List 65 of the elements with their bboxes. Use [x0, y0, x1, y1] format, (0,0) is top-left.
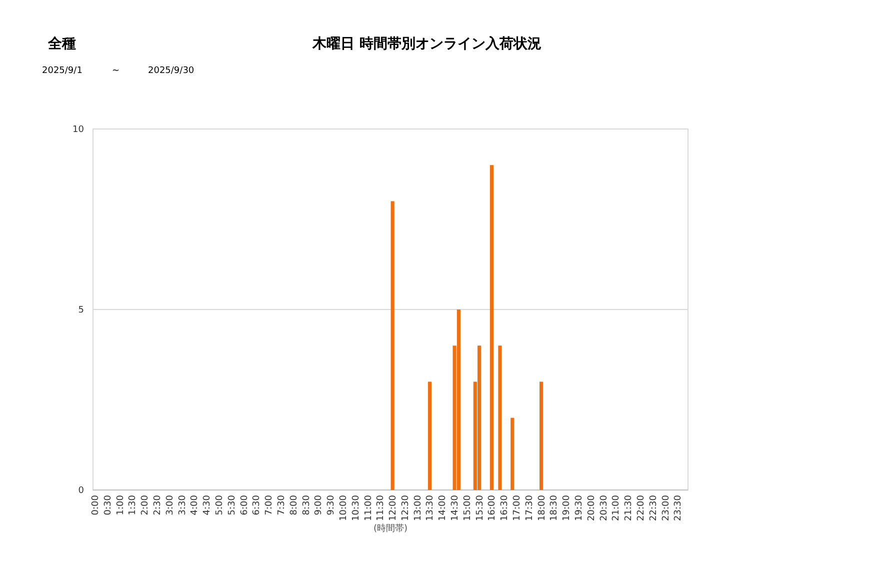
chart-subtitle: 全種 — [47, 36, 76, 52]
y-tick-label: 10 — [72, 125, 84, 135]
x-axis-title: (時間帯) — [373, 523, 408, 534]
x-tick-label: 7:00 — [264, 494, 275, 516]
x-tick-label: 16:00 — [488, 494, 498, 521]
x-tick-label: 15:00 — [462, 494, 473, 521]
bar — [490, 165, 494, 490]
x-tick-label: 20:30 — [599, 494, 610, 521]
x-tick-label: 3:30 — [178, 494, 188, 516]
x-tick-label: 14:00 — [438, 494, 448, 521]
text: 2025/9/30 — [148, 66, 194, 76]
bar — [456, 310, 460, 490]
bar — [390, 201, 394, 490]
x-tick-label: 17:00 — [512, 494, 523, 521]
x-tick-label: 19:00 — [562, 494, 572, 521]
x-tick-label: 13:30 — [426, 494, 436, 521]
x-tick-label: 18:00 — [537, 494, 548, 521]
x-tick-label: 23:00 — [661, 494, 672, 521]
x-tick-label: 6:00 — [240, 494, 250, 516]
x-tick-label: 8:00 — [289, 494, 300, 516]
x-tick-label: 19:30 — [574, 494, 584, 521]
y-tick-label: 0 — [78, 486, 84, 496]
x-tick-label: 23:30 — [674, 494, 684, 521]
x-tick-label: 2:00 — [140, 494, 151, 516]
x-tick-label: 22:30 — [648, 494, 659, 521]
x-tick-label: 12:30 — [400, 494, 411, 521]
text: 2025/9/1 — [42, 66, 82, 76]
x-tick-label: 18:30 — [550, 494, 560, 521]
x-tick-label: 8:30 — [302, 494, 312, 516]
bar — [478, 346, 482, 490]
x-tick-label: 12:00 — [388, 494, 399, 521]
x-tick-label: 5:00 — [215, 494, 226, 516]
bar — [540, 382, 544, 490]
x-tick-label: 11:30 — [376, 494, 386, 521]
x-tick-label: 4:30 — [202, 494, 213, 516]
x-tick-label: 10:30 — [351, 494, 362, 521]
x-tick-label: 21:30 — [624, 494, 634, 521]
x-tick-label: 11:00 — [364, 494, 374, 521]
x-tick-label: 21:00 — [612, 494, 622, 521]
x-tick-label: 20:00 — [586, 494, 597, 521]
bar — [428, 382, 432, 490]
chart-title: 木曜日 時間帯別オンライン入荷状況 — [312, 36, 542, 52]
x-tick-label: 17:30 — [524, 494, 535, 521]
x-tick-label: 1:00 — [116, 494, 126, 516]
x-tick-label: 3:00 — [165, 494, 176, 516]
y-tick-label: 5 — [78, 306, 84, 316]
x-tick-label: 13:00 — [413, 494, 424, 521]
x-tick-label: 4:00 — [190, 494, 200, 516]
bar — [510, 418, 514, 490]
x-tick-label: 15:30 — [475, 494, 486, 521]
x-tick-label: 9:30 — [326, 494, 337, 516]
text: ~ — [112, 66, 120, 76]
x-tick-label: 14:30 — [450, 494, 461, 521]
x-tick-label: 1:30 — [128, 494, 138, 516]
bar — [498, 346, 502, 490]
x-tick-label: 16:30 — [500, 494, 510, 521]
x-tick-label: 6:30 — [252, 494, 262, 516]
x-tick-label: 0:00 — [91, 494, 102, 516]
x-tick-label: 5:30 — [227, 494, 238, 516]
x-tick-label: 2:30 — [153, 494, 164, 516]
x-tick-label: 10:00 — [338, 494, 349, 521]
x-tick-label: 9:00 — [314, 494, 324, 516]
x-tick-label: 7:30 — [276, 494, 287, 516]
x-tick-label: 0:30 — [103, 494, 114, 516]
x-tick-label: 22:00 — [636, 494, 646, 521]
